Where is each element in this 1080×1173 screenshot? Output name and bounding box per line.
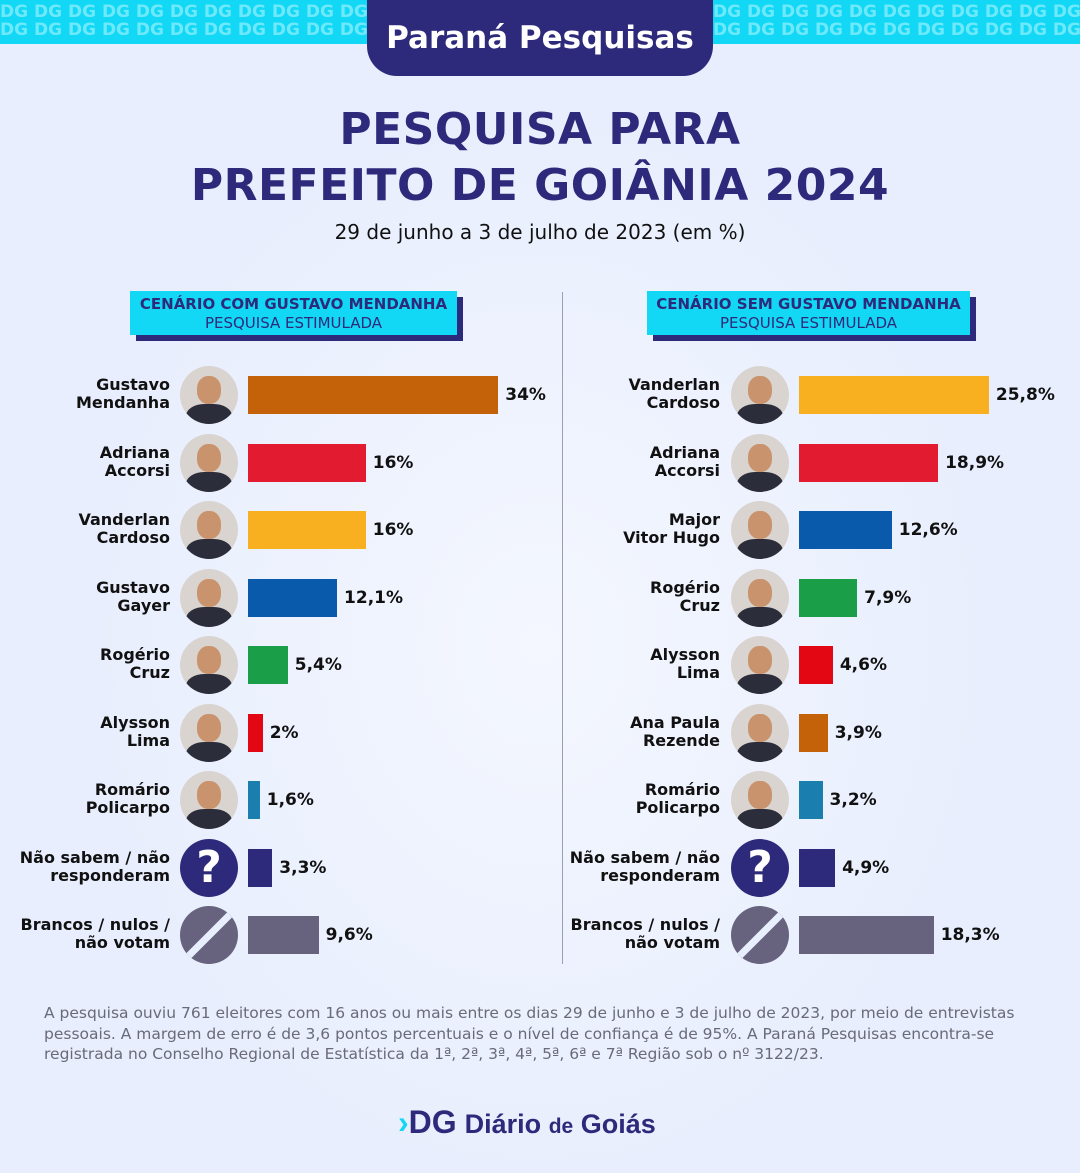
- category-label: Romário Policarpo: [85, 780, 170, 817]
- category-label: Brancos / nulos / não votam: [570, 915, 720, 952]
- value-label: 3,2%: [829, 790, 877, 810]
- category-label: Adriana Accorsi: [99, 442, 170, 480]
- pattern-strip-right: DG DG DG DG DG DG DG DG DG DG DG DG DG DG…: [713, 0, 1080, 44]
- category-label: Major Vitor Hugo: [623, 510, 720, 547]
- subtitle: 29 de junho a 3 de julho de 2023 (em %): [334, 220, 746, 244]
- category-label: Brancos / nulos / não votam: [20, 915, 170, 952]
- category-label: Ana Paula Rezende: [630, 712, 720, 750]
- category-label: Rogério Cruz: [650, 577, 720, 615]
- bar: [799, 713, 828, 752]
- logo-mark: ›DG: [398, 1104, 457, 1140]
- candidate-photo: [731, 568, 789, 627]
- category-label: Vanderlan Cardoso: [628, 375, 720, 412]
- bar: [248, 713, 263, 752]
- value-label: 2%: [269, 722, 299, 743]
- category-label: Alysson Lima: [650, 645, 720, 682]
- null-vote-icon: [180, 906, 238, 964]
- candidate-photo: [180, 366, 238, 424]
- category-label: Adriana Accorsi: [649, 442, 720, 480]
- pattern-strip-left: DG DG DG DG DG DG DG DG DG DG DG DG DG DG…: [0, 0, 367, 44]
- value-label: 12,1%: [344, 587, 404, 608]
- bar: [799, 848, 836, 887]
- value-label: 16%: [372, 520, 414, 540]
- scenario-header-left: CENÁRIO COM GUSTAVO MENDANHA PESQUISA EST…: [130, 291, 457, 335]
- candidate-photo: [180, 703, 238, 762]
- source-badge: Paraná Pesquisas: [367, 0, 713, 76]
- category-label: Alysson Lima: [100, 712, 170, 750]
- category-label: Gustavo Gayer: [96, 577, 170, 615]
- candidate-photo: [731, 703, 789, 762]
- value-label: 18,9%: [945, 452, 1005, 473]
- category-label: Gustavo Mendanha: [76, 375, 170, 412]
- bar: [248, 848, 273, 887]
- bar: [248, 916, 319, 954]
- bar: [248, 646, 288, 684]
- footnote: A pesquisa ouviu 761 eleitores com 16 an…: [44, 1004, 1015, 1063]
- bar: [248, 511, 366, 549]
- category-label: Não sabem / não responderam: [569, 847, 720, 885]
- candidate-photo: [731, 636, 789, 694]
- value-label: 3,3%: [279, 857, 327, 878]
- category-label: Rogério Cruz: [100, 645, 170, 682]
- value-label: 25,8%: [995, 385, 1055, 405]
- value-label: 4,9%: [842, 857, 890, 878]
- bar: [248, 376, 499, 414]
- value-label: 7,9%: [864, 587, 912, 608]
- bar: [799, 578, 858, 617]
- title-line2: PREFEITO DE GOIÂNIA 2024: [190, 160, 890, 211]
- candidate-photo: [731, 366, 789, 424]
- value-label: 4,6%: [839, 655, 887, 675]
- bar: [799, 511, 892, 549]
- question-icon: ?: [731, 838, 789, 897]
- title-line1: PESQUISA PARA: [339, 104, 741, 155]
- candidate-photo: [731, 771, 789, 829]
- bar: [248, 578, 338, 617]
- bar: [799, 646, 833, 684]
- value-label: 34%: [505, 385, 546, 405]
- candidate-photo: [731, 433, 789, 492]
- value-label: 16%: [372, 452, 414, 473]
- bar: [799, 781, 823, 819]
- category-label: Vanderlan Cardoso: [78, 510, 170, 547]
- bar: [799, 916, 934, 954]
- value-label: 1,6%: [266, 790, 314, 810]
- null-vote-icon: [731, 906, 789, 964]
- candidate-photo: [731, 501, 789, 559]
- value-label: 3,9%: [834, 722, 882, 743]
- value-label: 9,6%: [325, 925, 373, 945]
- bar: [799, 443, 939, 482]
- question-icon: ?: [180, 838, 238, 897]
- scenario-header-right: CENÁRIO SEM GUSTAVO MENDANHA PESQUISA EST…: [647, 291, 970, 335]
- candidate-photo: [180, 568, 238, 627]
- category-label: Romário Policarpo: [635, 780, 720, 817]
- value-label: 18,3%: [940, 925, 1000, 945]
- bar: [248, 443, 366, 482]
- logo: ›DG Diário de Goiás: [398, 1104, 656, 1140]
- candidate-photo: [180, 501, 238, 559]
- divider: [562, 292, 563, 964]
- bar: [799, 376, 989, 414]
- bar: [248, 781, 260, 819]
- candidate-photo: [180, 771, 238, 829]
- category-label: Não sabem / não responderam: [19, 847, 170, 885]
- value-label: 12,6%: [898, 520, 958, 540]
- value-label: 5,4%: [294, 655, 342, 675]
- candidate-photo: [180, 636, 238, 694]
- candidate-photo: [180, 433, 238, 492]
